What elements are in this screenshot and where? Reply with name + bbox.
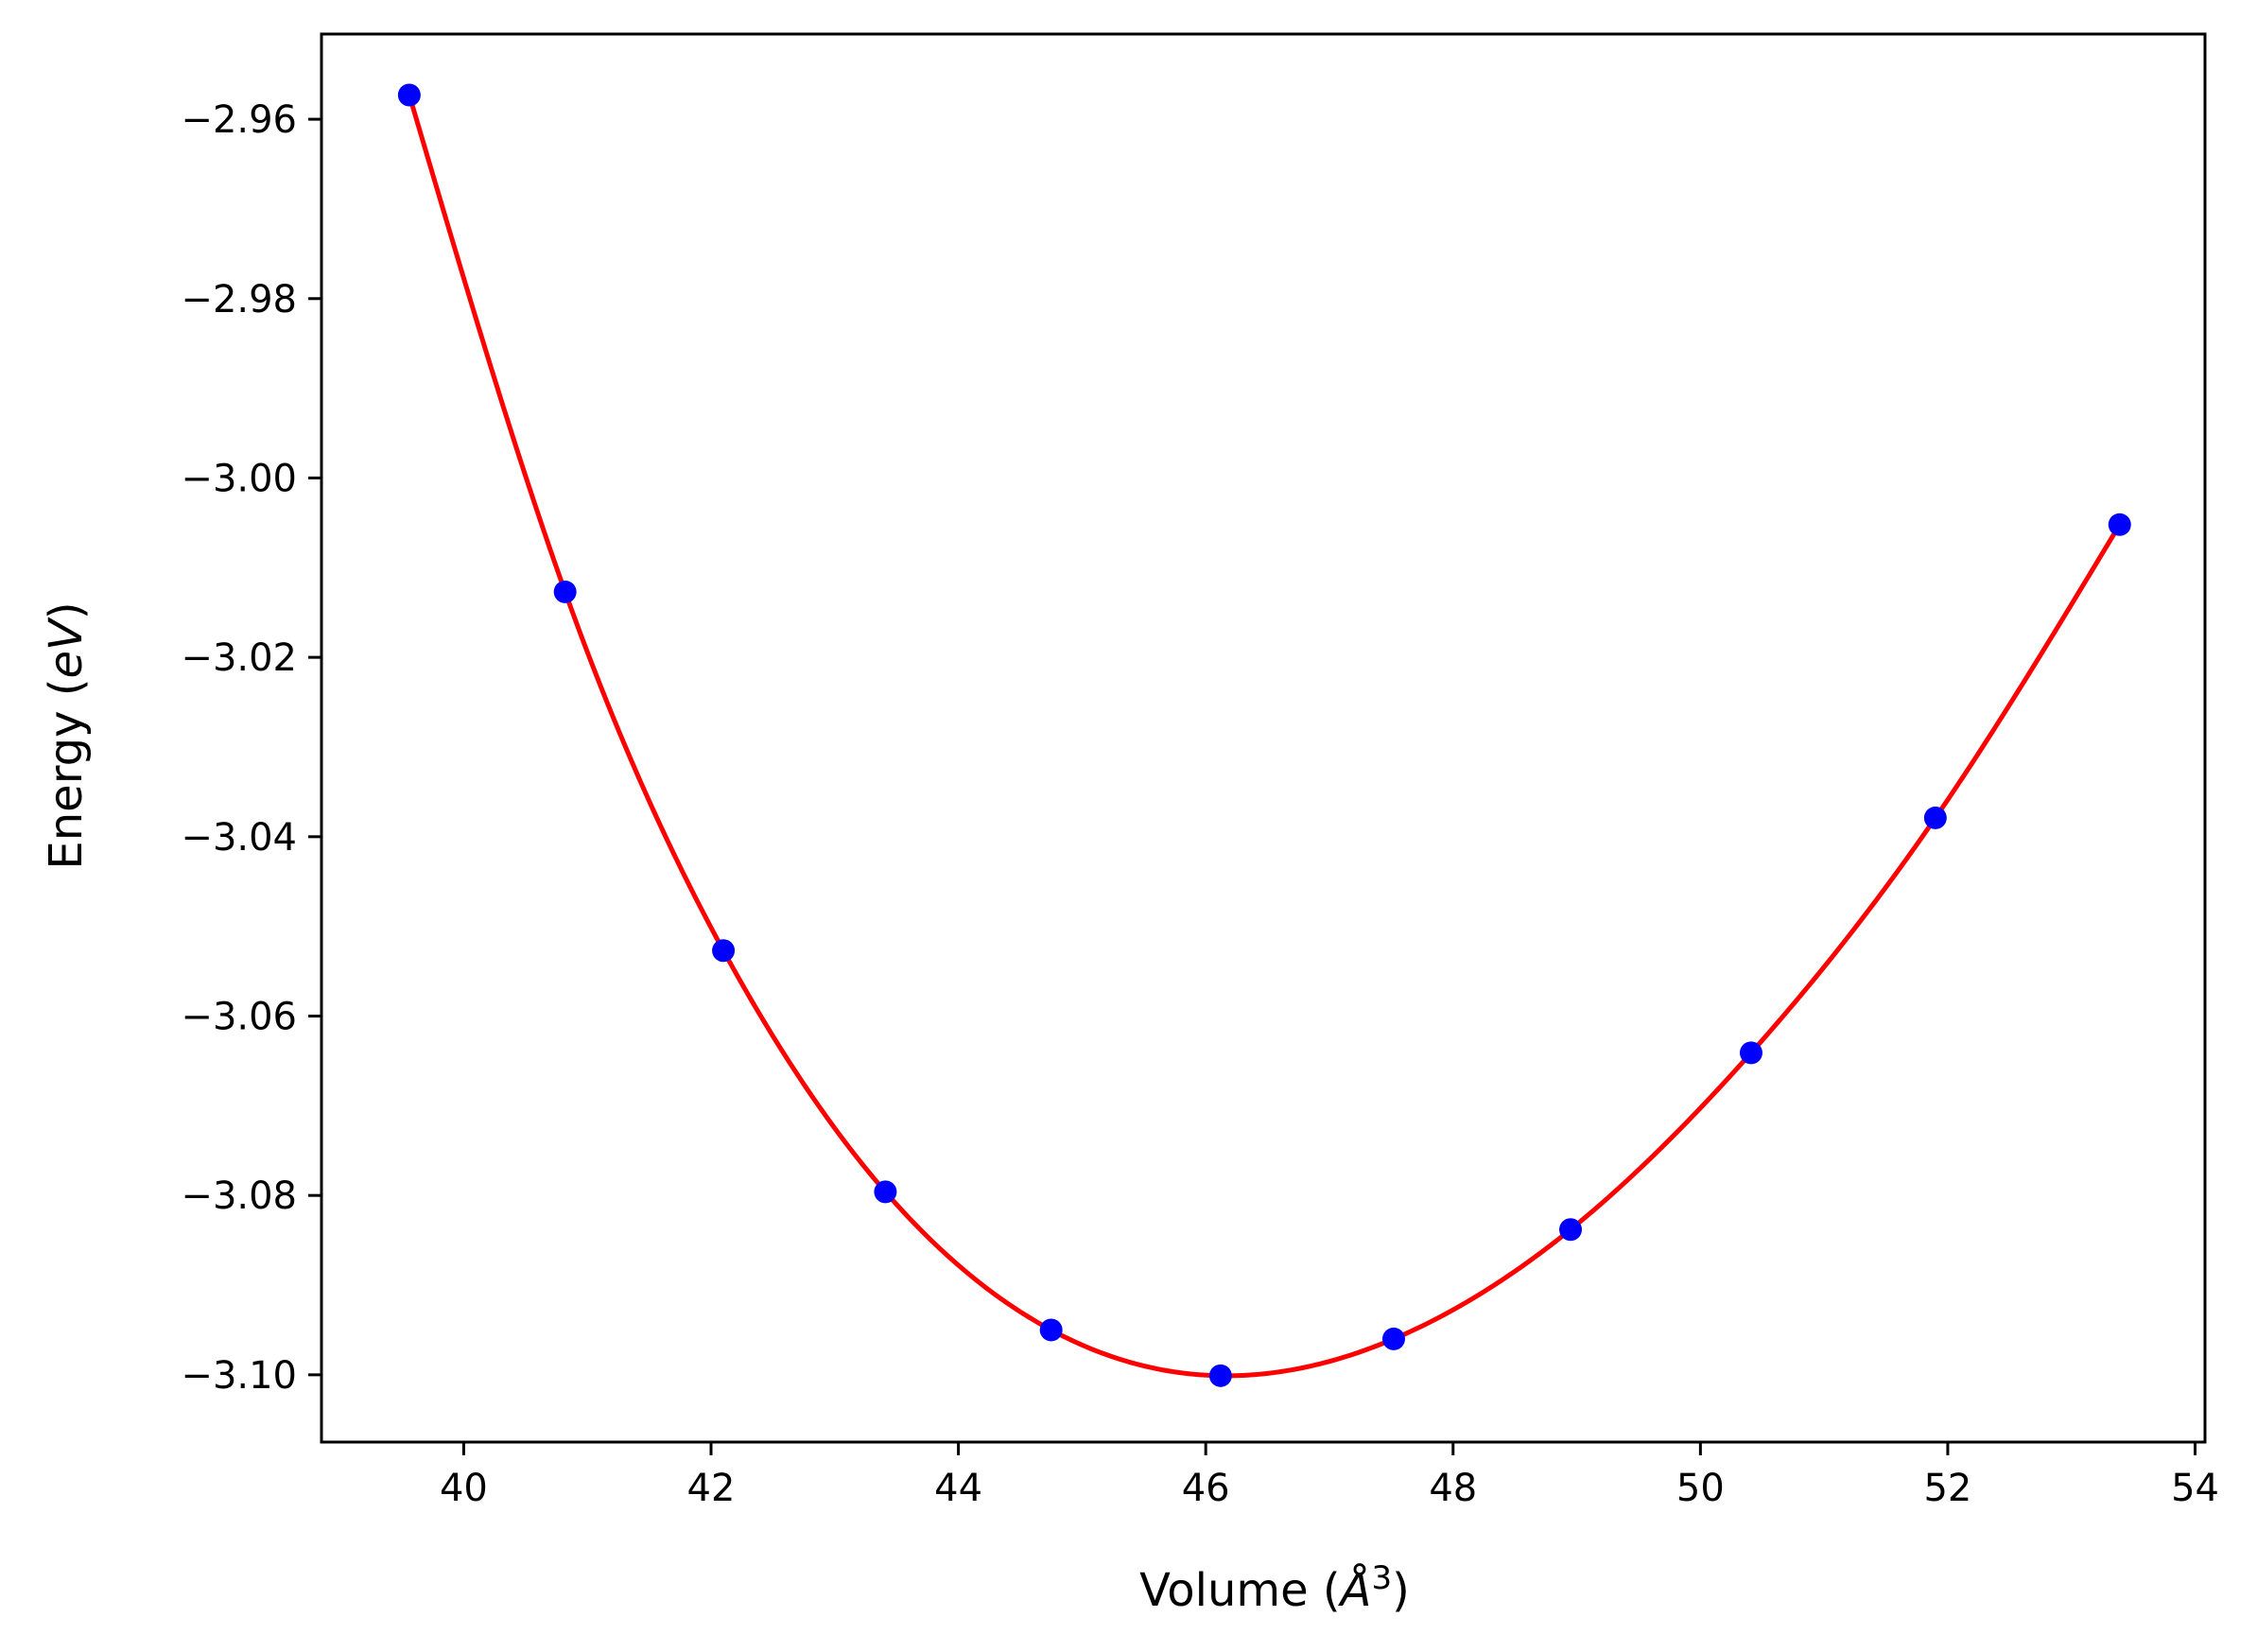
data-point — [712, 939, 736, 963]
plot-frame — [320, 32, 2207, 1444]
data-point — [1208, 1364, 1232, 1387]
data-point — [1923, 806, 1947, 829]
y-tick-label: −3.06 — [181, 996, 297, 1039]
y-tick-label: −3.02 — [181, 636, 297, 680]
x-tick-label: 52 — [1923, 1467, 1971, 1510]
x-tick-label: 54 — [2171, 1467, 2219, 1510]
data-point — [874, 1180, 897, 1204]
x-tick-label: 50 — [1676, 1467, 1725, 1510]
x-axis-label: Volume (Å3) — [1139, 1559, 1410, 1617]
y-tick-label: −3.10 — [181, 1354, 297, 1398]
x-tick-label: 40 — [440, 1467, 488, 1510]
data-point — [553, 580, 577, 603]
x-tick-label: 48 — [1429, 1467, 1477, 1510]
data-point — [1381, 1327, 1405, 1350]
y-tick-label: −3.04 — [181, 816, 297, 860]
data-point — [1559, 1218, 1583, 1242]
y-tick-label: −3.08 — [181, 1174, 297, 1218]
x-tick-label: 46 — [1182, 1467, 1230, 1510]
fit-curve-line — [407, 94, 2122, 1379]
y-tick-label: −2.96 — [181, 98, 297, 142]
data-point — [1739, 1041, 1762, 1065]
data-point — [397, 83, 421, 107]
y-axis-label: Energy (eV) — [40, 601, 93, 869]
data-point — [2108, 513, 2131, 536]
y-tick-label: −3.00 — [181, 457, 297, 500]
x-tick-label: 44 — [934, 1467, 982, 1510]
x-tick-label: 42 — [687, 1467, 736, 1510]
data-point — [1039, 1318, 1063, 1342]
axes: 40 42 44 46 48 50 52 54 −2.96 −2.98 −3.00 −3.02 −3.0… — [181, 32, 2219, 1510]
plot-area — [397, 83, 2131, 1387]
y-tick-label: −2.98 — [181, 278, 297, 322]
